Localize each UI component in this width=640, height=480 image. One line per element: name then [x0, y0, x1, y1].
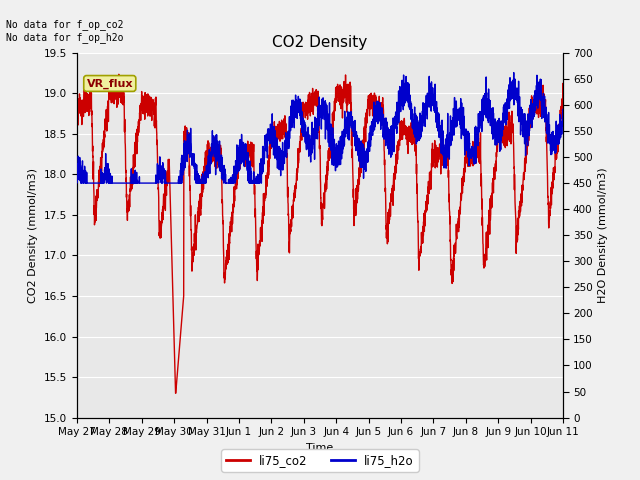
- Text: No data for f_op_co2
No data for f_op_h2o: No data for f_op_co2 No data for f_op_h2…: [6, 19, 124, 43]
- Title: CO2 Density: CO2 Density: [273, 35, 367, 50]
- Legend: li75_co2, li75_h2o: li75_co2, li75_h2o: [221, 449, 419, 472]
- X-axis label: Time: Time: [307, 443, 333, 453]
- Y-axis label: H2O Density (mmol/m3): H2O Density (mmol/m3): [598, 168, 608, 303]
- Y-axis label: CO2 Density (mmol/m3): CO2 Density (mmol/m3): [28, 168, 38, 303]
- Text: VR_flux: VR_flux: [86, 78, 133, 89]
